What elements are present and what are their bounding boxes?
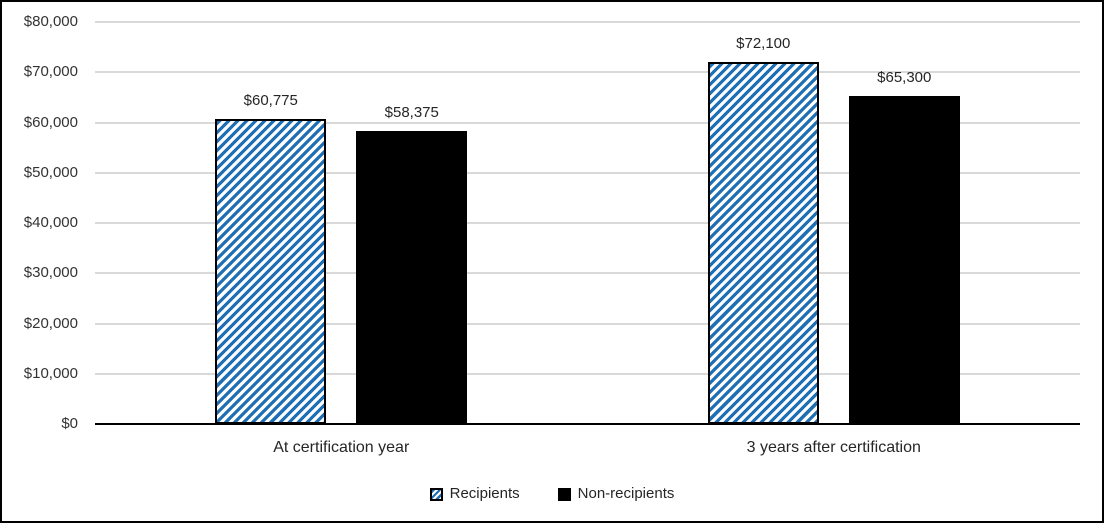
legend-item-recipients: Recipients	[429, 485, 520, 503]
y-tick-label: $20,000	[23, 314, 78, 332]
y-tick-label: $0	[61, 415, 78, 432]
bar-recipients-3-years-after	[707, 61, 819, 424]
legend-item-non-recipients: Non-recipients	[557, 485, 675, 503]
gridline	[95, 171, 1080, 174]
gridline	[95, 21, 1080, 23]
gridline	[95, 322, 1080, 325]
y-tick-label: $30,000	[23, 264, 78, 282]
bar-slot: $72,100	[707, 22, 819, 424]
legend-label-non-recipients: Non-recipients	[577, 485, 675, 502]
bar-group-3-years-after-certification: $72,100 $65,300	[588, 22, 1081, 424]
data-label-non-recipients-3-years-after: $65,300	[877, 68, 932, 86]
data-label-recipients-3-years-after: $72,100	[736, 34, 791, 52]
y-tick-label: $60,000	[23, 113, 78, 131]
gridline	[95, 372, 1080, 375]
bar-slot: $60,775	[215, 22, 327, 424]
data-label-recipients-at-certification-year: $60,775	[243, 91, 298, 109]
y-tick-label: $80,000	[23, 13, 78, 30]
bar-group-at-certification-year: $60,775 $58,375	[95, 22, 588, 424]
y-tick-label: $10,000	[23, 364, 78, 382]
bar-slot: $58,375	[356, 22, 468, 424]
gridline	[95, 222, 1080, 224]
y-tick-label: $70,000	[23, 63, 78, 81]
non-recipients-solid-swatch-icon	[557, 487, 571, 501]
category-axis: At certification year 3 years after cert…	[95, 438, 1080, 462]
y-tick-label: $50,000	[23, 163, 78, 181]
category-label-at-certification-year: At certification year	[273, 439, 410, 456]
legend-label-recipients: Recipients	[449, 485, 520, 502]
gridline	[95, 272, 1080, 275]
bar-non-recipients-3-years-after	[848, 95, 960, 424]
recipients-pattern-swatch-icon	[429, 487, 443, 501]
gridline	[95, 71, 1080, 74]
bar-slot: $65,300	[848, 22, 960, 424]
data-label-non-recipients-at-certification-year: $58,375	[384, 103, 439, 121]
bar-recipients-at-certification-year	[215, 118, 327, 424]
bar-non-recipients-at-certification-year	[356, 130, 468, 424]
plot-area: $60,775 $58,375 $72,100 $65,300	[95, 21, 1081, 425]
x-axis-line	[95, 423, 1080, 425]
y-tick-label: $40,000	[23, 214, 78, 231]
y-axis: $0 $10,000 $20,000 $30,000 $40,000 $50,000 $60…	[2, 13, 78, 432]
legend: Recipients Non-recipients	[2, 483, 1102, 505]
category-label-3-years-after-certification: 3 years after certification	[746, 439, 921, 456]
gridline	[95, 121, 1080, 124]
